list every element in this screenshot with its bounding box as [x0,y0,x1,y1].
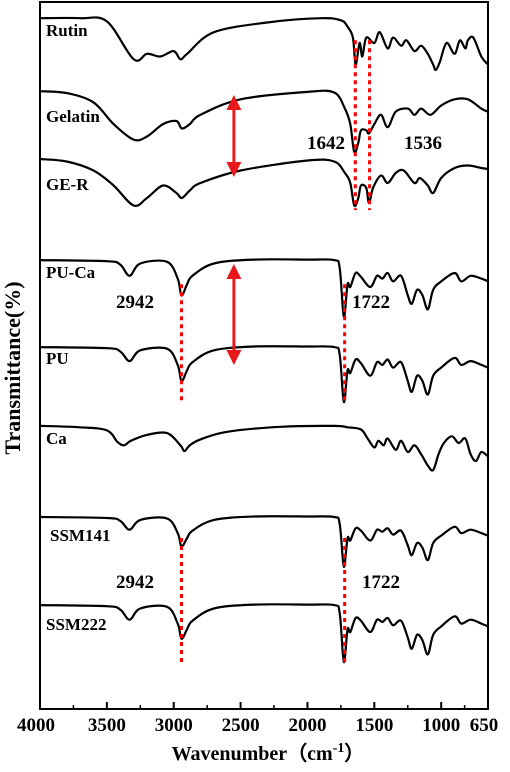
spectrum-ssm141 [39,515,489,568]
x-tick-label: 2500 [222,715,260,736]
x-axis-ticks: 4000 3500 3000 2500 2000 1500 1000 650 [17,702,498,736]
series-label-pu-ca: PU-Ca [46,263,96,282]
spectrum-gelatin [39,89,489,154]
peak-annotation: 1722 [352,292,390,313]
x-tick-label: 650 [470,715,499,736]
x-axis-label-main: Wavenumber（cm [172,742,333,765]
y-axis-label: Transmittance(%) [0,281,25,454]
plot-frame [39,1,489,710]
x-axis-label-close: ） [344,742,364,765]
series-label-pu: PU [46,349,69,368]
spectrum-ca [39,424,489,472]
peak-annotations: 1642 1536 2942 1722 2942 1722 [116,133,442,593]
peak-annotation: 2942 [116,292,154,313]
spectra-lines [39,16,489,664]
x-tick-label: 1000 [422,715,460,736]
peak-annotation: 1642 [307,133,345,154]
series-labels: Rutin Gelatin GE-R PU-Ca PU Ca SSM141 SSM222 [46,21,110,634]
spectrum-pu [39,345,489,404]
spectrum-ssm222 [39,603,489,664]
x-tick-label: 3500 [88,715,126,736]
x-axis-label-sup: -1 [333,741,345,756]
x-tick-label: 2000 [288,715,326,736]
series-label-ssm141: SSM141 [50,526,110,545]
x-tick-label: 1500 [355,715,393,736]
spectrum-ge-r [39,157,489,208]
reference-lines [179,40,372,662]
spectrum-pu-ca [39,258,489,319]
plot-border [39,1,489,710]
x-axis-label: Wavenumber（cm-1） [172,741,365,765]
series-label-rutin: Rutin [46,21,88,40]
series-label-ca: Ca [46,429,67,448]
series-label-ge-r: GE-R [46,175,89,194]
x-tick-label: 3000 [155,715,193,736]
peak-annotation: 1722 [362,572,400,593]
series-label-ssm222: SSM222 [46,615,106,634]
spectrum-rutin [39,16,489,72]
x-tick-label: 4000 [17,715,55,736]
peak-annotation: 2942 [116,572,154,593]
peak-annotation: 1536 [404,133,442,154]
series-label-gelatin: Gelatin [46,107,100,126]
